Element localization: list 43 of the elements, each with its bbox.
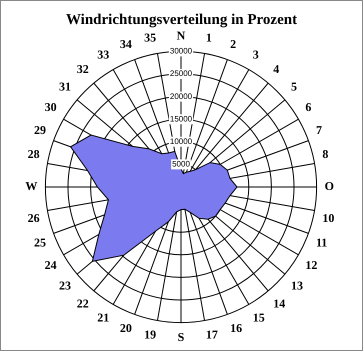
spoke-label: 13 <box>291 278 304 293</box>
spoke-label: 7 <box>316 122 322 137</box>
spoke-label: 26 <box>28 211 40 226</box>
spoke-label: W <box>25 179 38 194</box>
spoke-label: 12 <box>305 258 318 272</box>
spoke-label: 35 <box>144 30 156 44</box>
spoke-label: 2 <box>230 36 236 51</box>
spoke-label: O <box>324 179 334 194</box>
y-tick-label: 5000 <box>172 160 190 169</box>
spoke-label: 25 <box>34 235 46 250</box>
spoke-label: 31 <box>58 80 71 94</box>
spoke-label: 4 <box>273 62 280 76</box>
spoke-label: 19 <box>144 328 156 342</box>
spoke-label: S <box>178 330 185 344</box>
spoke-label: 30 <box>44 100 57 114</box>
spoke-label: 11 <box>316 235 328 250</box>
spoke-label: 24 <box>44 258 57 272</box>
spoke-label: 20 <box>120 321 132 336</box>
spoke-label: 22 <box>76 296 89 310</box>
spoke-label: 10 <box>322 211 334 226</box>
y-tick-label: 25000 <box>170 69 193 78</box>
y-tick-label: 10000 <box>170 137 193 146</box>
spoke-label: 5 <box>291 80 298 94</box>
spoke-label: 32 <box>76 62 89 76</box>
spoke-label: 16 <box>230 321 242 336</box>
spoke-label: N <box>176 28 186 42</box>
y-tick-label: 30000 <box>170 46 193 56</box>
spoke-label: 15 <box>252 310 265 325</box>
spoke-label: 21 <box>97 310 110 325</box>
chart-title: Windrichtungsverteilung in Prozent <box>66 12 298 28</box>
spoke-label: 33 <box>97 48 110 62</box>
spoke-label: 14 <box>273 296 286 310</box>
y-tick-label: 15000 <box>170 114 193 124</box>
spoke-label: 3 <box>252 48 259 62</box>
spoke-label: 1 <box>206 30 212 44</box>
spoke-label: 29 <box>34 122 46 137</box>
spoke-label: 34 <box>120 36 132 51</box>
spoke-label: 6 <box>305 100 312 114</box>
y-tick-label: 20000 <box>170 92 193 101</box>
spoke-label: 8 <box>322 146 328 161</box>
spoke-label: 17 <box>206 328 218 342</box>
spoke-label: 23 <box>58 278 71 293</box>
spoke-label: 28 <box>28 146 40 161</box>
